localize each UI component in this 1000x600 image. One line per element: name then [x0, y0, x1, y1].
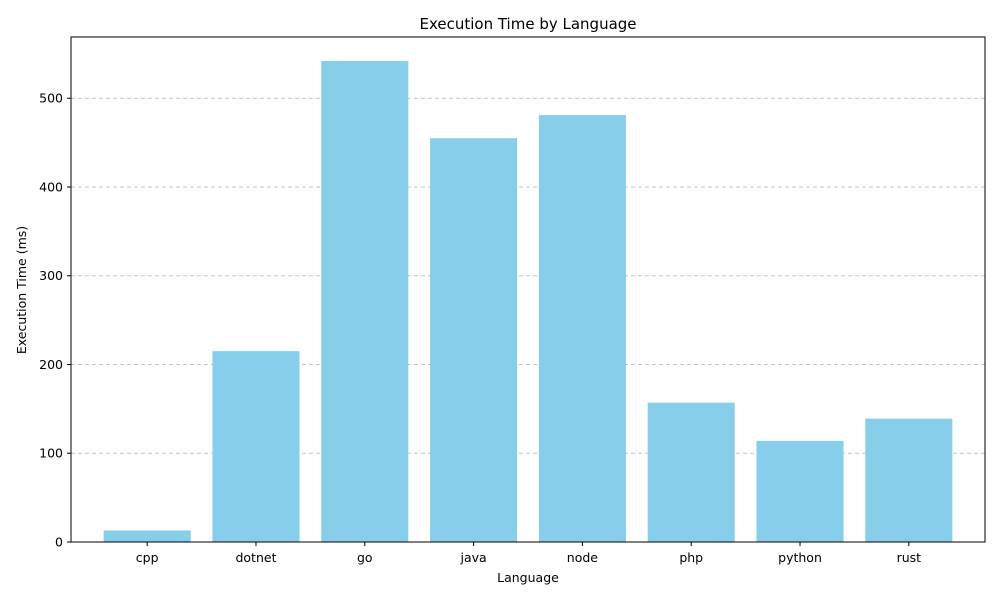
plot-frame — [70, 36, 986, 543]
y-tick-label: 0 — [55, 535, 63, 550]
x-tick-label-go: go — [357, 550, 373, 565]
bar-dotnet — [212, 351, 300, 542]
x-tick-label-python: python — [778, 550, 822, 565]
y-axis-label: Execution Time (ms) — [14, 226, 29, 354]
bar-python — [756, 440, 844, 542]
x-axis-label: Language — [497, 570, 559, 585]
x-tick-label-java: java — [459, 550, 486, 565]
y-axis-ticks: 0 100 200 300 400 500 — [39, 91, 71, 550]
chart-title: Execution Time by Language — [419, 15, 636, 33]
bar-go — [321, 60, 409, 542]
y-tick-label: 400 — [39, 179, 63, 194]
grid-lines — [71, 97, 985, 454]
x-tick-label-rust: rust — [897, 550, 922, 565]
x-tick-label-php: php — [679, 550, 703, 565]
bar-php — [647, 402, 735, 542]
y-tick-label: 300 — [39, 268, 63, 283]
bar-node — [538, 115, 626, 543]
bar-java — [430, 138, 518, 543]
bars — [103, 60, 953, 543]
y-tick-label: 100 — [39, 446, 63, 461]
bar-rust — [865, 418, 953, 542]
x-axis-ticks: cpp dotnet go java node php python rust — [136, 542, 921, 565]
y-tick-label: 200 — [39, 357, 63, 372]
x-tick-label-dotnet: dotnet — [235, 550, 276, 565]
x-tick-label-cpp: cpp — [136, 550, 159, 565]
x-tick-label-node: node — [567, 550, 599, 565]
y-tick-label: 500 — [39, 91, 63, 106]
bar-cpp — [103, 530, 191, 542]
